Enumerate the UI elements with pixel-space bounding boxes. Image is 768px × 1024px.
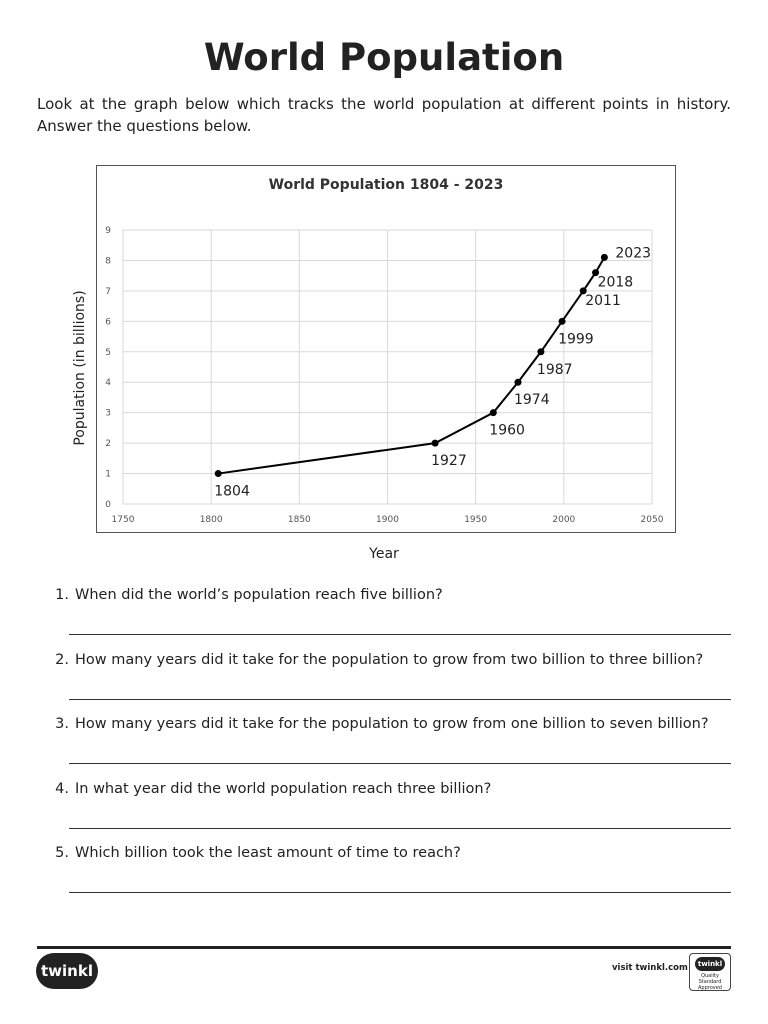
question-number: 4.: [55, 781, 69, 797]
badge-text: Quality Standard Approved: [698, 973, 722, 991]
data-label: 1960: [489, 423, 525, 439]
data-point: [537, 348, 545, 356]
answer-line-5[interactable]: [69, 892, 731, 893]
data-label: 1974: [514, 392, 550, 408]
answer-line-1[interactable]: [69, 634, 731, 635]
y-tick-label: 5: [105, 348, 111, 358]
chart-frame: World Population 1804 - 2023 0 1 2 3 4 5 6 7 8 9 1…: [96, 165, 676, 533]
x-tick-label: 1950: [464, 515, 487, 525]
y-tick-label: 4: [105, 378, 111, 388]
question-text: In what year did the world population re…: [75, 781, 492, 797]
y-tick-label: 3: [105, 409, 111, 419]
question-text: How many years did it take for the popul…: [75, 716, 709, 732]
data-label: 1927: [431, 453, 467, 469]
question-number: 3.: [55, 716, 69, 732]
data-label: 2018: [598, 275, 634, 291]
logo-text: twinkl: [41, 962, 93, 980]
question-3: 3. How many years did it take for the pop…: [37, 716, 731, 732]
data-point: [579, 287, 587, 295]
answer-line-4[interactable]: [69, 828, 731, 829]
data-label: 1804: [214, 484, 250, 500]
question-number: 5.: [55, 845, 69, 861]
quality-badge: twinkl Quality Standard Approved: [689, 953, 731, 991]
x-tick-label: 2050: [641, 515, 664, 525]
data-label: 2023: [615, 245, 651, 261]
data-label: 1987: [537, 362, 573, 378]
question-text: Which billion took the least amount of t…: [75, 845, 461, 861]
x-tick-label: 1900: [376, 515, 399, 525]
question-5: 5. Which billion took the least amount of…: [37, 845, 731, 861]
y-tick-label: 9: [105, 226, 111, 236]
data-label: 2011: [585, 293, 621, 309]
question-1: 1. When did the world’s population reach …: [37, 587, 731, 603]
chart-title: World Population 1804 - 2023: [269, 177, 504, 193]
answer-line-3[interactable]: [69, 763, 731, 764]
x-tick-label: 1800: [200, 515, 223, 525]
y-tick-label: 2: [105, 439, 111, 449]
data-label: 1999: [558, 331, 594, 347]
question-2: 2. How many years did it take for the pop…: [37, 652, 731, 668]
question-text: How many years did it take for the popul…: [75, 652, 704, 668]
badge-logo: twinkl: [695, 957, 725, 971]
visit-link[interactable]: visit twinkl.com: [612, 963, 688, 973]
y-tick-label: 8: [105, 256, 111, 266]
x-tick-label: 1750: [112, 515, 135, 525]
population-chart: World Population 1804 - 2023 0 1 2 3 4 5 6 7 8 9 1…: [105, 177, 664, 525]
question-number: 1.: [55, 587, 69, 603]
question-text: When did the world’s population reach fi…: [75, 587, 443, 603]
page-title: World Population: [203, 36, 565, 79]
data-point: [489, 409, 497, 417]
y-tick-label: 0: [105, 500, 111, 510]
footer-divider: [37, 946, 731, 949]
y-axis-label: Population (in billions): [72, 290, 88, 446]
data-point: [558, 317, 566, 325]
data-point: [214, 470, 222, 478]
answer-line-2[interactable]: [69, 699, 731, 700]
y-tick-label: 1: [105, 470, 111, 480]
data-point: [600, 253, 608, 261]
x-axis-label: Year: [369, 546, 399, 562]
data-point: [431, 439, 439, 447]
question-number: 2.: [55, 652, 69, 668]
y-tick-label: 6: [105, 317, 111, 327]
x-tick-label: 2000: [552, 515, 575, 525]
twinkl-logo: twinkl: [36, 953, 98, 989]
data-point: [592, 269, 600, 277]
question-4: 4. In what year did the world population …: [37, 781, 731, 797]
x-tick-label: 1850: [288, 515, 311, 525]
data-point: [514, 378, 522, 386]
intro-text: Look at the graph below which tracks the…: [37, 95, 731, 135]
y-tick-label: 7: [105, 287, 111, 297]
